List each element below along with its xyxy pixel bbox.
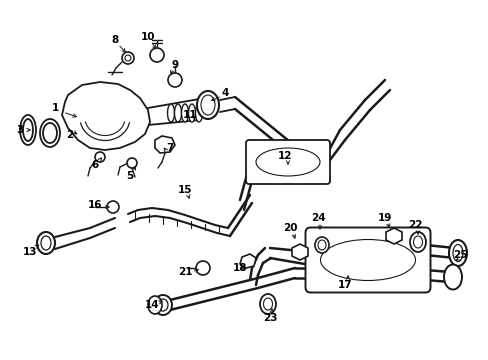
Circle shape (122, 52, 134, 64)
Polygon shape (240, 254, 256, 268)
Text: 13: 13 (23, 247, 37, 257)
Text: 23: 23 (262, 313, 277, 323)
Ellipse shape (197, 91, 219, 119)
Ellipse shape (43, 123, 57, 143)
Text: 18: 18 (232, 263, 247, 273)
Polygon shape (62, 82, 150, 150)
Polygon shape (155, 136, 175, 153)
Ellipse shape (23, 119, 33, 141)
Text: 21: 21 (177, 267, 192, 277)
Polygon shape (291, 244, 307, 260)
Circle shape (95, 152, 105, 162)
Text: 4: 4 (221, 88, 228, 98)
Circle shape (127, 158, 137, 168)
Ellipse shape (196, 261, 209, 275)
Text: 17: 17 (337, 280, 351, 290)
Ellipse shape (314, 237, 328, 253)
Ellipse shape (37, 232, 55, 254)
Circle shape (168, 73, 182, 87)
Ellipse shape (195, 104, 202, 122)
Text: 8: 8 (111, 35, 119, 45)
Text: 10: 10 (141, 32, 155, 42)
Ellipse shape (148, 296, 162, 314)
Text: 3: 3 (16, 125, 23, 135)
Text: 5: 5 (126, 171, 133, 181)
Text: 15: 15 (177, 185, 192, 195)
Text: 14: 14 (144, 300, 159, 310)
Text: 19: 19 (377, 213, 391, 223)
Text: 24: 24 (310, 213, 325, 223)
Ellipse shape (188, 104, 195, 122)
Text: 16: 16 (87, 200, 102, 210)
Ellipse shape (167, 104, 174, 122)
Text: 6: 6 (91, 160, 99, 170)
Ellipse shape (409, 232, 425, 252)
Circle shape (107, 201, 119, 213)
Polygon shape (385, 228, 401, 244)
Text: 2: 2 (66, 130, 74, 140)
Text: 11: 11 (183, 110, 197, 120)
Text: 12: 12 (277, 151, 292, 161)
Text: 22: 22 (407, 220, 421, 230)
Text: 20: 20 (282, 223, 297, 233)
FancyBboxPatch shape (305, 228, 429, 292)
FancyBboxPatch shape (245, 140, 329, 184)
Ellipse shape (154, 295, 172, 315)
Ellipse shape (174, 104, 181, 122)
Ellipse shape (260, 294, 275, 314)
Ellipse shape (448, 240, 466, 266)
Circle shape (150, 48, 163, 62)
Ellipse shape (181, 104, 188, 122)
Ellipse shape (443, 265, 461, 289)
Text: 1: 1 (51, 103, 59, 113)
Text: 7: 7 (166, 143, 173, 153)
Text: 9: 9 (171, 60, 178, 70)
Text: 25: 25 (452, 250, 467, 260)
